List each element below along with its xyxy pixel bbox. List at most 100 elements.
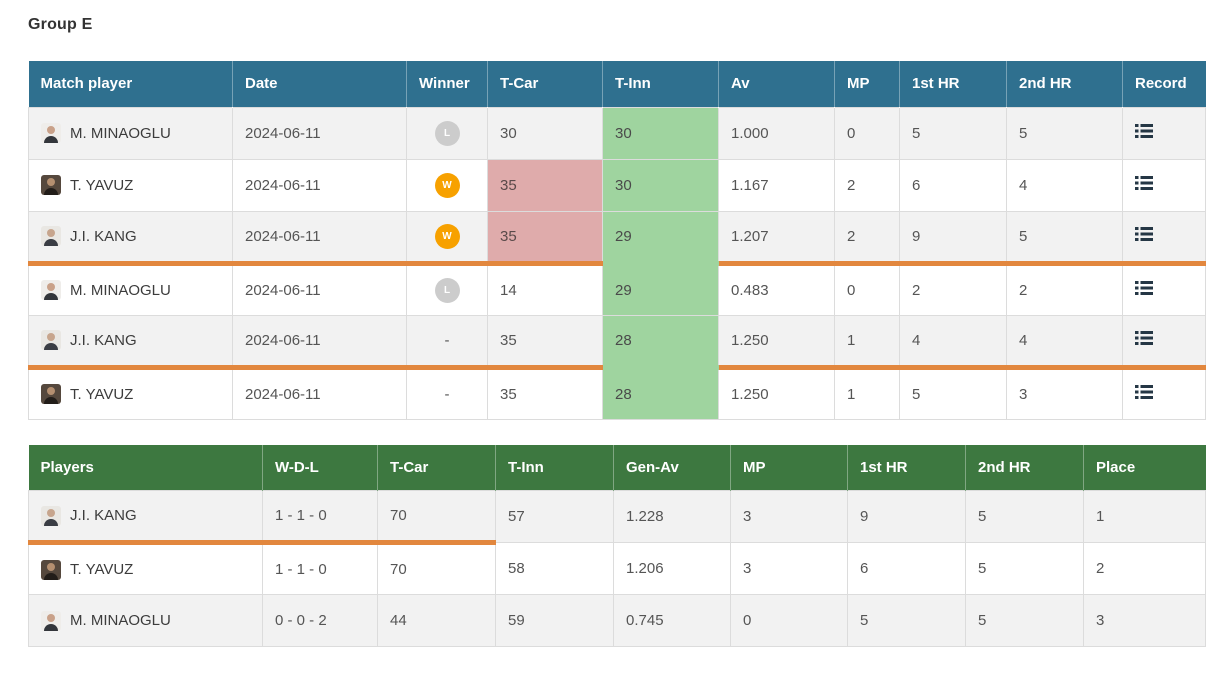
date-cell: 2024-06-11 <box>232 210 407 266</box>
col-mp: MP <box>834 61 900 107</box>
av-cell: 1.250 <box>718 366 835 420</box>
table-row: T. YAVUZ 1 - 1 - 0 70 58 1.206 3 6 5 2 <box>28 542 1206 595</box>
player-name: J.I. KANG <box>70 507 137 524</box>
standings-header-row: Players W-D-L T-Car T-Inn Gen-Av MP 1st … <box>28 444 1206 491</box>
player-avatar <box>41 123 61 143</box>
table-row: M. MINAOGLU 2024-06-11 L 30 30 1.000 0 5… <box>28 106 1206 160</box>
hr2-cell: 3 <box>1006 366 1123 420</box>
gen-av-cell: 1.228 <box>613 490 731 543</box>
record-list-icon[interactable] <box>1135 281 1153 295</box>
hr1-cell: 5 <box>899 366 1007 420</box>
table-row: J.I. KANG 2024-06-11 - 35 28 1.250 1 4 4 <box>28 314 1206 370</box>
gen-av-cell: 1.206 <box>613 542 731 595</box>
mp-cell: 0 <box>834 262 900 316</box>
wdl-cell: 1 - 1 - 0 <box>262 490 378 545</box>
col-players: Players <box>28 444 263 491</box>
col-gen-av: Gen-Av <box>613 444 731 491</box>
player-cell: J.I. KANG <box>28 314 233 370</box>
player-cell: J.I. KANG <box>28 210 233 266</box>
player-cell: M. MINAOGLU <box>28 594 263 647</box>
t-car-cell: 35 <box>487 158 603 212</box>
t-car-cell: 35 <box>487 210 603 266</box>
standings-table: Players W-D-L T-Car T-Inn Gen-Av MP 1st … <box>28 444 1206 647</box>
winner-badge: - <box>444 331 450 349</box>
av-cell: 1.000 <box>718 106 835 160</box>
col-1st-hr: 1st HR <box>899 61 1007 107</box>
col-match-player: Match player <box>28 61 233 107</box>
record-list-icon[interactable] <box>1135 331 1153 345</box>
col-t-car: T-Car <box>487 61 603 107</box>
wdl-cell: 0 - 0 - 2 <box>262 594 378 647</box>
winner-badge: - <box>444 385 450 403</box>
record-cell <box>1122 366 1206 420</box>
t-car-cell: 30 <box>487 106 603 160</box>
t-inn-cell: 59 <box>495 594 614 647</box>
player-cell: M. MINAOGLU <box>28 106 233 160</box>
record-cell <box>1122 158 1206 212</box>
hr2-cell: 2 <box>1006 262 1123 316</box>
col-winner: Winner <box>406 61 488 107</box>
match-table-header-row: Match player Date Winner T-Car T-Inn Av … <box>28 61 1206 107</box>
hr1-cell: 5 <box>847 594 966 647</box>
hr1-cell: 6 <box>847 542 966 595</box>
record-cell <box>1122 106 1206 160</box>
player-name: J.I. KANG <box>70 331 137 349</box>
player-avatar <box>41 384 61 404</box>
player-cell: J.I. KANG <box>28 490 263 545</box>
av-cell: 1.207 <box>718 210 835 266</box>
place-cell: 3 <box>1083 594 1206 647</box>
table-row: T. YAVUZ 2024-06-11 - 35 28 1.250 1 5 3 <box>28 366 1206 420</box>
av-cell: 0.483 <box>718 262 835 316</box>
hr2-cell: 5 <box>965 490 1084 543</box>
t-car-cell: 70 <box>377 542 496 595</box>
gen-av-cell: 0.745 <box>613 594 731 647</box>
player-cell: T. YAVUZ <box>28 366 233 420</box>
date-cell: 2024-06-11 <box>232 366 407 420</box>
player-name: M. MINAOGLU <box>70 612 171 629</box>
match-table: Match player Date Winner T-Car T-Inn Av … <box>28 61 1206 420</box>
record-list-icon[interactable] <box>1135 227 1153 241</box>
t-inn-cell: 58 <box>495 542 614 595</box>
date-cell: 2024-06-11 <box>232 158 407 212</box>
t-inn-cell: 29 <box>602 262 719 316</box>
table-row: J.I. KANG 1 - 1 - 0 70 57 1.228 3 9 5 1 <box>28 490 1206 545</box>
page-title: Group E <box>28 16 93 33</box>
hr1-cell: 4 <box>899 314 1007 370</box>
record-cell <box>1122 314 1206 370</box>
player-avatar <box>41 280 61 300</box>
table-row: T. YAVUZ 2024-06-11 W 35 30 1.167 2 6 4 <box>28 158 1206 212</box>
mp-cell: 0 <box>834 106 900 160</box>
record-list-icon[interactable] <box>1135 385 1153 399</box>
record-list-icon[interactable] <box>1135 124 1153 138</box>
record-list-icon[interactable] <box>1135 176 1153 190</box>
t-inn-cell: 30 <box>602 106 719 160</box>
winner-badge: L <box>434 277 460 303</box>
winner-badge: W <box>434 223 460 249</box>
t-inn-cell: 30 <box>602 158 719 212</box>
col-t-inn: T-Inn <box>495 444 614 491</box>
hr1-cell: 9 <box>847 490 966 543</box>
mp-cell: 1 <box>834 314 900 370</box>
player-avatar <box>41 226 61 246</box>
av-cell: 1.167 <box>718 158 835 212</box>
place-cell: 1 <box>1083 490 1206 543</box>
record-cell <box>1122 262 1206 316</box>
col-mp: MP <box>730 444 848 491</box>
t-car-cell: 35 <box>487 314 603 370</box>
place-cell: 2 <box>1083 542 1206 595</box>
player-name: M. MINAOGLU <box>70 281 171 299</box>
page-container: Group E Match player Date Winner T-Car T… <box>28 16 1206 647</box>
col-record: Record <box>1122 61 1206 107</box>
winner-cell: - <box>406 314 488 370</box>
col-av: Av <box>718 61 835 107</box>
col-1st-hr: 1st HR <box>847 444 966 491</box>
hr2-cell: 5 <box>965 542 1084 595</box>
player-cell: T. YAVUZ <box>28 158 233 212</box>
date-cell: 2024-06-11 <box>232 314 407 370</box>
hr1-cell: 5 <box>899 106 1007 160</box>
t-car-cell: 44 <box>377 594 496 647</box>
winner-badge: L <box>434 120 460 146</box>
player-avatar <box>41 505 61 526</box>
t-car-cell: 70 <box>377 490 496 545</box>
player-avatar <box>41 175 61 195</box>
